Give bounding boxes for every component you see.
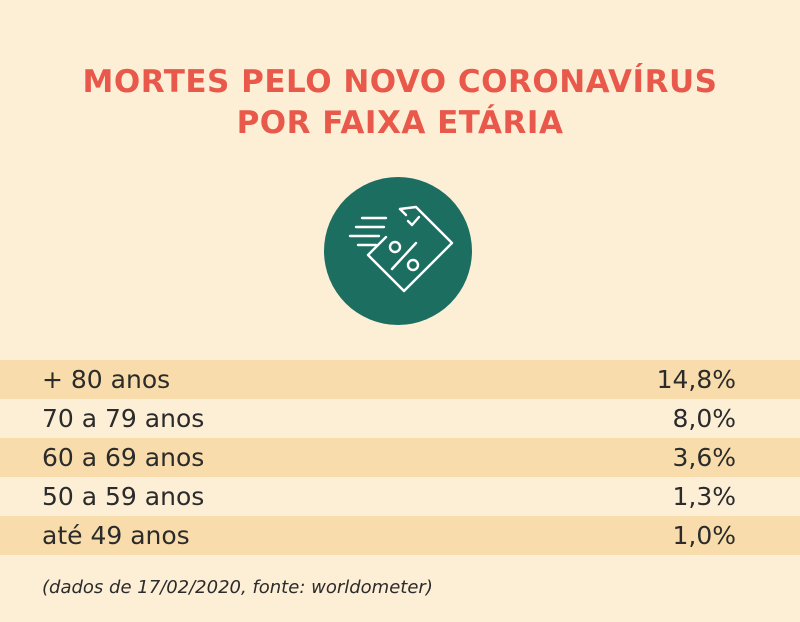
table-row: + 80 anos 14,8% (0, 360, 800, 399)
title-line-2: POR FAIXA ETÁRIA (236, 105, 564, 141)
table-row: 70 a 79 anos 8,0% (0, 399, 800, 438)
age-table: + 80 anos 14,8% 70 a 79 anos 8,0% 60 a 69 an… (0, 360, 800, 555)
table-row: até 49 anos 1,0% (0, 516, 800, 555)
age-group-label: 60 a 69 anos (42, 443, 205, 472)
price-tag-percent-icon (324, 177, 472, 325)
death-rate-value: 1,3% (672, 482, 736, 511)
age-group-label: + 80 anos (42, 365, 171, 394)
footnote: (dados de 17/02/2020, fonte: worldometer… (42, 577, 433, 598)
death-rate-value: 14,8% (656, 365, 736, 394)
chart-title: MORTES PELO NOVO CORONAVÍRUS POR FAIXA E… (0, 62, 800, 144)
title-line-1: MORTES PELO NOVO CORONAVÍRUS (82, 64, 718, 100)
table-row: 60 a 69 anos 3,6% (0, 438, 800, 477)
death-rate-value: 8,0% (672, 404, 736, 433)
age-group-label: 50 a 59 anos (42, 482, 205, 511)
death-rate-value: 1,0% (672, 521, 736, 550)
age-group-label: até 49 anos (42, 521, 190, 550)
table-row: 50 a 59 anos 1,3% (0, 477, 800, 516)
age-group-label: 70 a 79 anos (42, 404, 205, 433)
death-rate-value: 3,6% (672, 443, 736, 472)
